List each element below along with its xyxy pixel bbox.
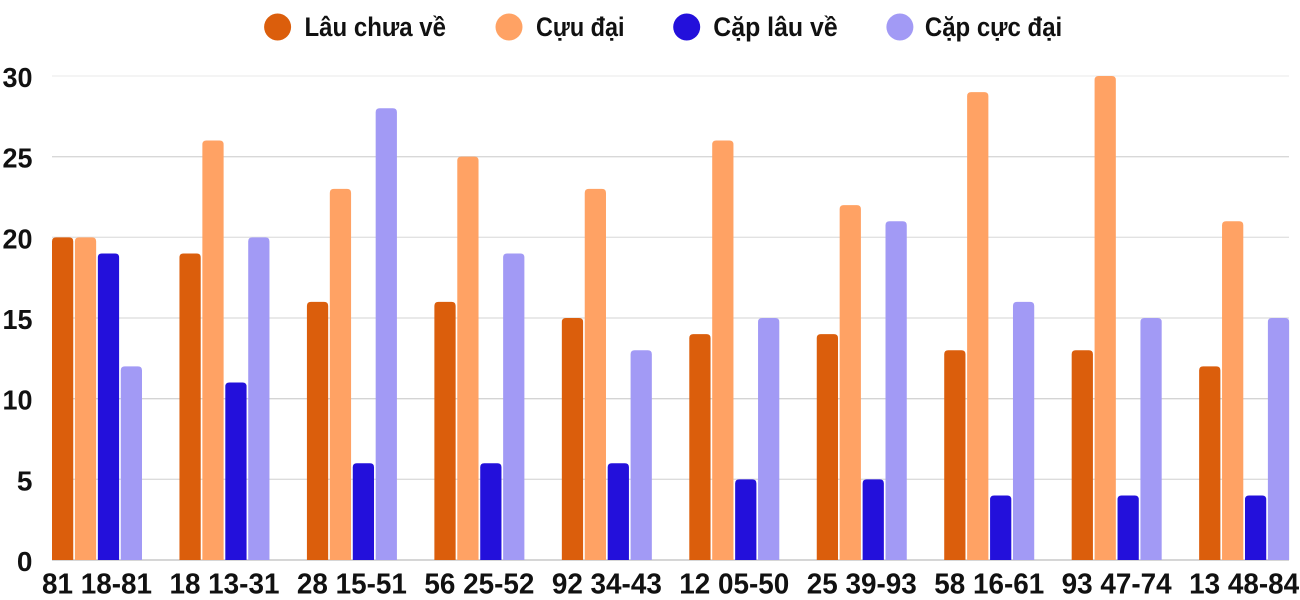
svg-text:25 39-93: 25 39-93	[807, 569, 917, 600]
svg-text:0: 0	[17, 546, 33, 577]
svg-text:Cựu đại: Cựu đại	[536, 12, 625, 42]
svg-text:58 16-61: 58 16-61	[934, 569, 1044, 600]
svg-text:18 13-31: 18 13-31	[169, 569, 279, 600]
svg-text:30: 30	[3, 62, 33, 93]
svg-text:93 47-74: 93 47-74	[1062, 569, 1172, 600]
svg-text:28 15-51: 28 15-51	[297, 569, 407, 600]
svg-text:Cặp lâu về: Cặp lâu về	[713, 12, 837, 42]
svg-text:13 48-84: 13 48-84	[1189, 569, 1299, 600]
svg-text:10: 10	[3, 385, 33, 416]
svg-text:56 25-52: 56 25-52	[424, 569, 534, 600]
svg-text:5: 5	[17, 465, 33, 496]
svg-text:15: 15	[3, 304, 33, 335]
svg-text:12 05-50: 12 05-50	[679, 569, 789, 600]
svg-text:20: 20	[3, 223, 33, 254]
svg-text:92 34-43: 92 34-43	[552, 569, 662, 600]
svg-text:Lâu chưa về: Lâu chưa về	[305, 12, 447, 42]
svg-text:25: 25	[3, 143, 33, 174]
svg-text:Cặp cực đại: Cặp cực đại	[925, 12, 1062, 42]
svg-text:81 18-81: 81 18-81	[42, 569, 152, 600]
